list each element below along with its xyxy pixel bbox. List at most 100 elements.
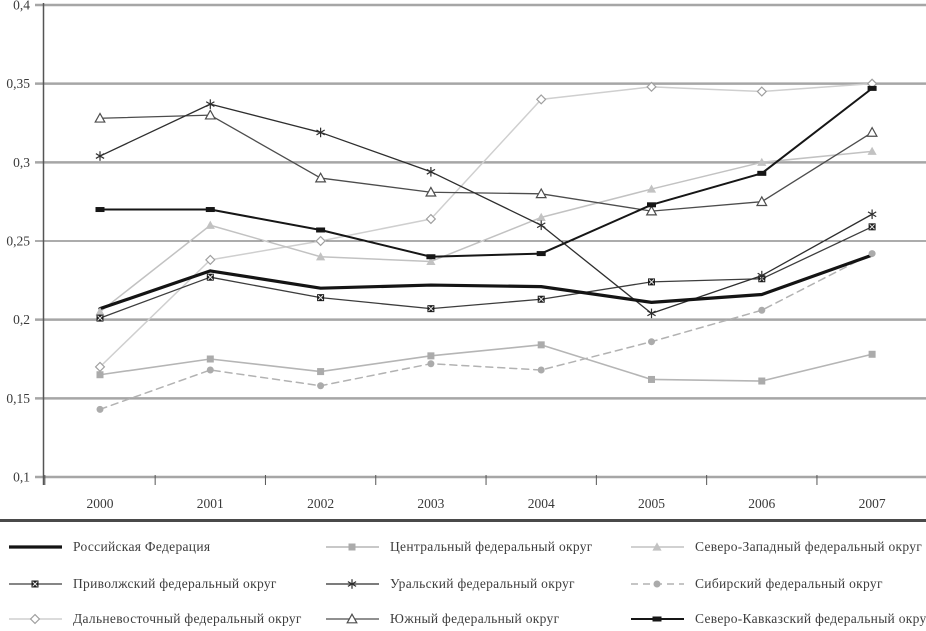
series-marker xyxy=(426,254,436,260)
series-marker xyxy=(537,341,545,349)
series-marker xyxy=(648,338,655,346)
x-axis-tick-label: 2000 xyxy=(87,496,114,511)
series-marker xyxy=(206,366,214,374)
legend-line-sample xyxy=(9,613,62,625)
series-marker xyxy=(317,382,325,390)
x-axis-tick-label: 2001 xyxy=(197,496,224,511)
series-line-4 xyxy=(99,103,873,315)
series-marker xyxy=(96,371,104,379)
x-axis-tick-label: 2006 xyxy=(748,496,775,511)
series-marker xyxy=(535,187,548,199)
series-marker xyxy=(867,85,877,91)
legend-line-sample xyxy=(326,579,379,589)
legend-item-8: Северо-Кавказский федеральный округ xyxy=(630,609,926,629)
series-marker xyxy=(317,294,325,302)
series-marker xyxy=(206,355,214,363)
series-marker xyxy=(755,195,768,207)
series-marker xyxy=(316,252,326,261)
series-marker xyxy=(868,223,876,231)
series-marker xyxy=(427,352,435,360)
series-marker xyxy=(425,213,437,225)
y-axis-tick-label: 0,2 xyxy=(13,312,30,327)
series-marker xyxy=(316,127,326,138)
legend-item-1: Центральный федеральный округ xyxy=(325,537,593,557)
legend-item-7: Южный федеральный округ xyxy=(325,609,559,629)
x-axis-tick-label: 2003 xyxy=(417,496,444,511)
legend-label: Сибирский федеральный округ xyxy=(695,576,883,591)
series-marker xyxy=(206,273,214,281)
series-marker xyxy=(204,109,217,120)
series-marker xyxy=(756,86,768,97)
x-axis-tick-label: 2002 xyxy=(307,496,334,511)
series-line-7 xyxy=(99,114,873,212)
legend-line-sample xyxy=(631,542,684,551)
series-marker xyxy=(536,220,546,231)
series-marker xyxy=(95,307,105,316)
series-marker xyxy=(535,94,547,105)
y-axis-tick-label: 0,3 xyxy=(13,155,30,170)
series-marker xyxy=(757,270,767,281)
legend-line-sample xyxy=(9,580,62,588)
y-axis-tick-label: 0,35 xyxy=(6,76,30,91)
series-marker xyxy=(427,360,435,368)
series-line-3 xyxy=(99,226,873,319)
series-line-2 xyxy=(99,150,873,313)
legend-line-sample xyxy=(631,580,684,588)
series-line-0 xyxy=(98,253,874,311)
y-axis-tick-label: 0,4 xyxy=(13,0,30,13)
series-marker xyxy=(96,405,104,413)
series-marker xyxy=(646,81,657,93)
x-axis-tick-label: 2004 xyxy=(528,496,555,511)
series-marker xyxy=(536,212,546,221)
series-marker xyxy=(314,172,327,183)
legend-item-5: Сибирский федеральный округ xyxy=(630,574,883,594)
series-marker xyxy=(647,308,656,319)
series-marker xyxy=(205,207,215,213)
series-marker xyxy=(316,227,326,233)
legend-line-sample xyxy=(631,616,684,622)
series-marker xyxy=(646,184,657,193)
legend-separator xyxy=(0,519,926,522)
series-marker xyxy=(205,220,215,229)
series-marker xyxy=(425,186,437,197)
series-marker xyxy=(427,305,435,313)
series-marker xyxy=(647,202,656,208)
series-marker xyxy=(95,207,105,213)
series-line-5 xyxy=(99,252,873,411)
series-marker xyxy=(868,250,876,258)
legend-item-6: Дальневосточный федеральный округ xyxy=(8,609,302,629)
legend-label: Приволжский федеральный округ xyxy=(73,576,277,591)
series-marker xyxy=(315,235,326,247)
legend-line-sample xyxy=(9,545,62,549)
series-marker xyxy=(537,366,545,374)
x-axis-tick-label: 2007 xyxy=(859,496,886,511)
legend-item-0: Российская Федерация xyxy=(8,537,210,557)
series-marker xyxy=(867,209,877,220)
legend-label: Дальневосточный федеральный округ xyxy=(73,611,302,626)
series-marker xyxy=(426,166,436,177)
y-axis-tick-label: 0,15 xyxy=(6,391,30,406)
series-marker xyxy=(648,278,655,286)
legend-line-sample xyxy=(326,543,379,551)
series-marker xyxy=(426,256,436,266)
series-marker xyxy=(94,112,106,123)
series-line-6 xyxy=(99,82,873,368)
series-marker xyxy=(757,170,767,176)
legend-item-4: Уральский федеральный округ xyxy=(325,574,575,594)
y-axis-tick-label: 0,25 xyxy=(6,234,30,249)
legend-label: Южный федеральный округ xyxy=(390,611,560,626)
series-marker xyxy=(758,306,766,314)
series-marker xyxy=(868,350,876,358)
legend-line-sample xyxy=(326,612,379,624)
series-marker xyxy=(867,146,877,155)
series-marker xyxy=(96,314,104,322)
legend-label: Центральный федеральный округ xyxy=(390,539,593,554)
legend-label: Северо-Западный федеральный округ xyxy=(695,539,923,554)
series-marker xyxy=(648,375,655,383)
series-marker xyxy=(536,251,546,257)
legend-label: Российская Федерация xyxy=(73,539,211,554)
series-line-1 xyxy=(99,344,873,382)
legend-label: Уральский федеральный округ xyxy=(390,576,575,591)
legend-item-2: Северо-Западный федеральный округ xyxy=(630,537,922,557)
series-line-8 xyxy=(99,87,874,258)
